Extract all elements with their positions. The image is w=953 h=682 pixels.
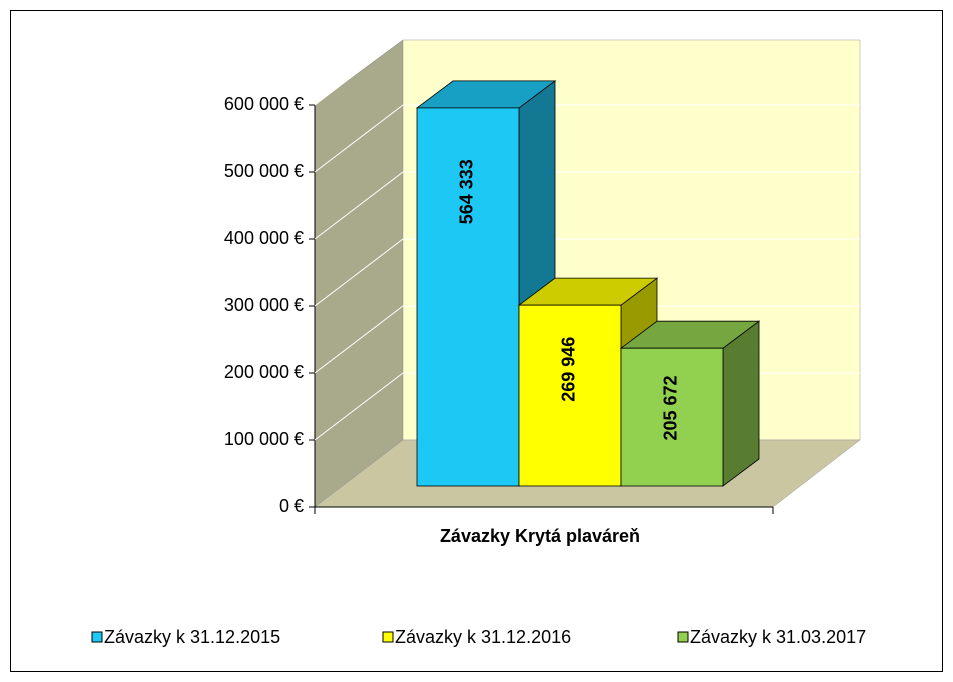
- y-tick-label: 400 000 €: [224, 228, 304, 248]
- bar: [518, 304, 622, 487]
- grid-line: [314, 37, 860, 106]
- side-wall: [314, 39, 404, 508]
- y-tick-label: 300 000 €: [224, 295, 304, 315]
- legend-label: Závazky k 31.03.2017: [690, 627, 866, 647]
- bar: [416, 107, 520, 487]
- data-label: 269 946: [559, 337, 579, 402]
- data-label: 564 333: [457, 159, 477, 224]
- y-tick-label: 0 €: [279, 496, 304, 516]
- data-label: 205 672: [661, 375, 681, 440]
- grid-line: [314, 104, 860, 173]
- y-tick-label: 600 000 €: [224, 94, 304, 114]
- grid-line: [314, 238, 860, 307]
- legend-label: Závazky k 31.12.2016: [395, 627, 571, 647]
- y-tick-label: 100 000 €: [224, 429, 304, 449]
- legend-label: Závazky k 31.12.2015: [104, 627, 280, 647]
- legend-swatch: [677, 631, 689, 643]
- bar-side: [722, 320, 760, 487]
- grid-line: [314, 171, 860, 240]
- legend-swatch: [91, 631, 103, 643]
- x-category-label: Závazky Krytá plaváreň: [440, 526, 640, 546]
- grid-line: [314, 305, 860, 374]
- y-tick-label: 200 000 €: [224, 362, 304, 382]
- legend-swatch: [382, 631, 394, 643]
- bar: [620, 347, 724, 487]
- y-tick-label: 500 000 €: [224, 161, 304, 181]
